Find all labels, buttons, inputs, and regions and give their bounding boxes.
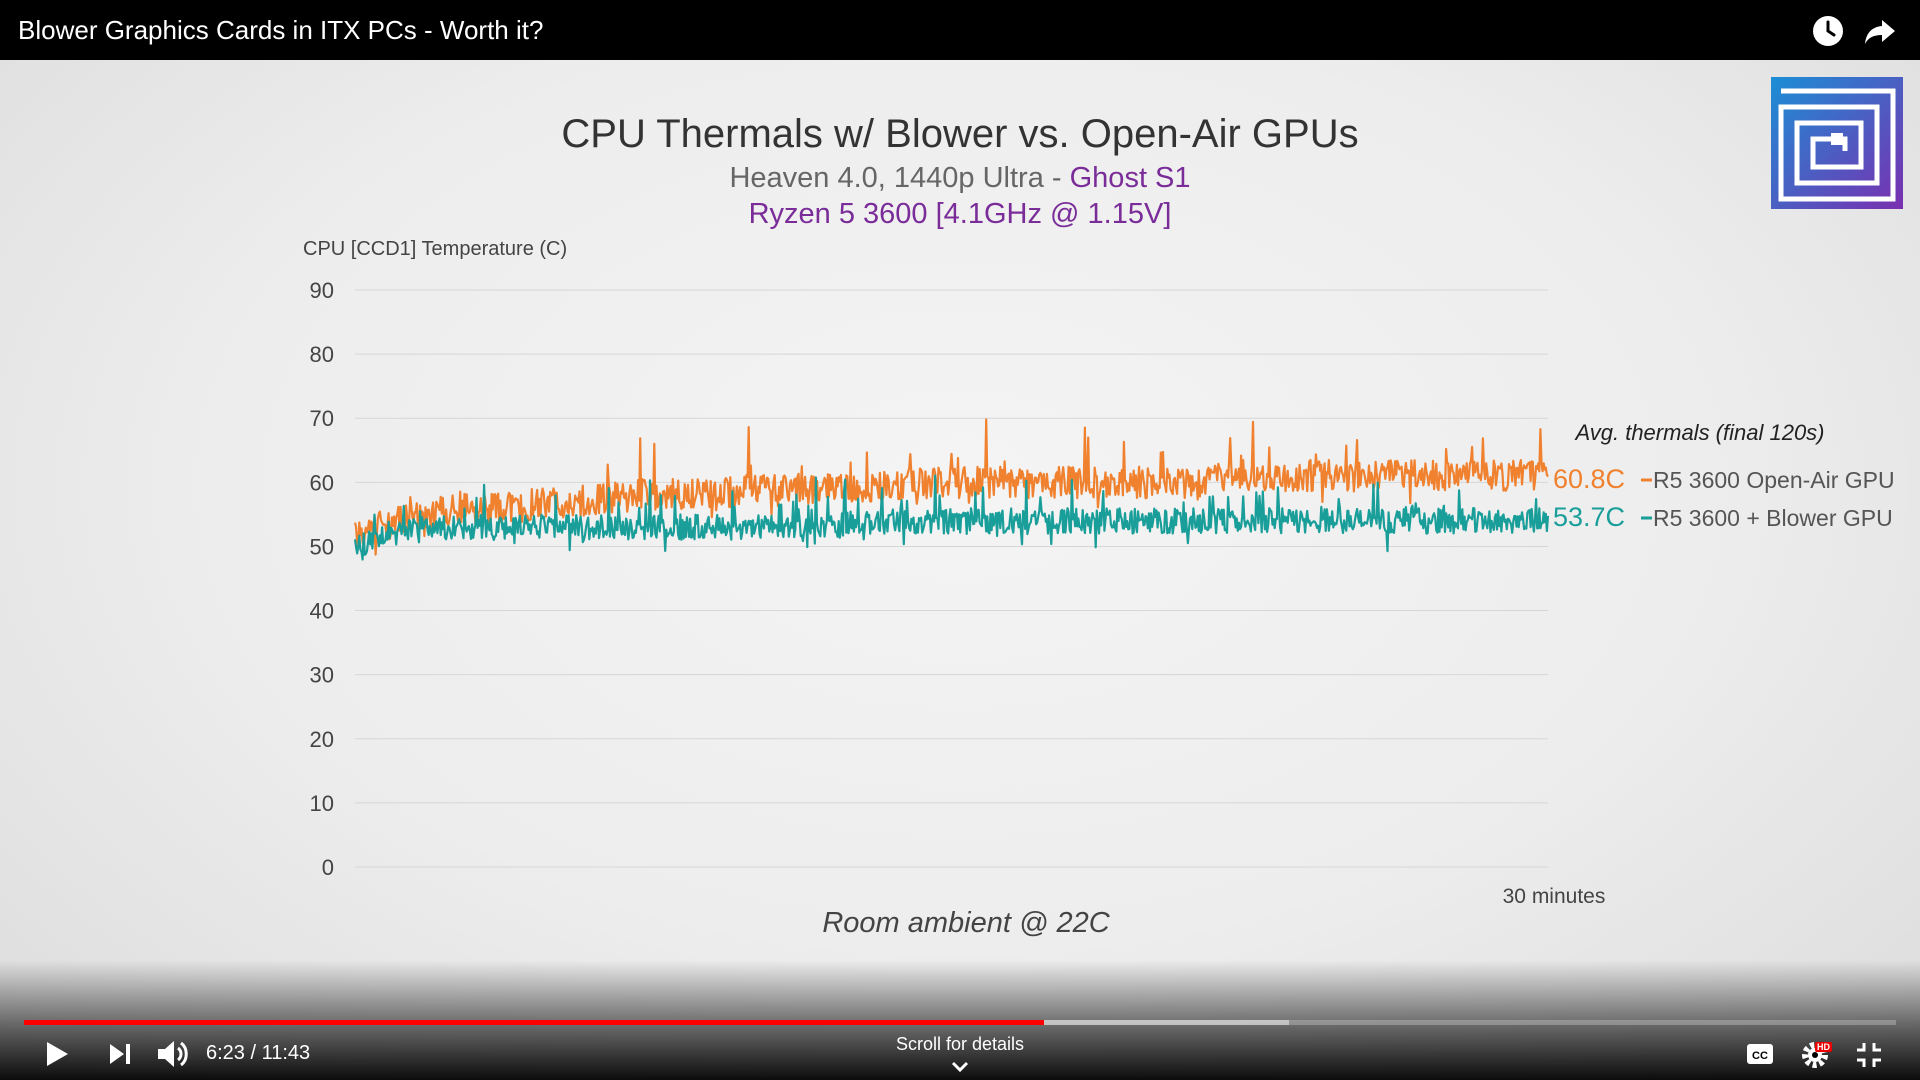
share-icon[interactable] bbox=[1863, 14, 1897, 48]
y-tick-label: 70 bbox=[310, 406, 334, 431]
chevron-down-icon[interactable] bbox=[950, 1060, 970, 1074]
y-tick-label: 90 bbox=[310, 278, 334, 303]
video-title[interactable]: Blower Graphics Cards in ITX PCs - Worth… bbox=[18, 14, 544, 45]
legend-avg-value: 60.8C bbox=[1553, 464, 1625, 494]
svg-text:CC: CC bbox=[1752, 1050, 1768, 1062]
volume-icon[interactable] bbox=[156, 1038, 190, 1070]
chart-title: CPU Thermals w/ Blower vs. Open-Air GPUs bbox=[561, 112, 1359, 156]
scroll-for-details[interactable]: Scroll for details bbox=[895, 1034, 1025, 1054]
hd-badge: HD bbox=[1815, 1042, 1832, 1052]
grid-lines bbox=[355, 289, 1548, 868]
progress-bar[interactable] bbox=[24, 1020, 1896, 1025]
legend-series-name: R5 3600 Open-Air GPU bbox=[1653, 467, 1895, 493]
legend-series-name: R5 3600 + Blower GPU bbox=[1653, 505, 1893, 531]
chart-subtitle-cpu: Ryzen 5 3600 [4.1GHz @ 1.15V] bbox=[748, 198, 1172, 230]
progress-played bbox=[24, 1020, 1045, 1025]
channel-logo bbox=[1771, 77, 1903, 209]
y-tick-label: 20 bbox=[310, 727, 334, 752]
chart-subtitle: Heaven 4.0, 1440p Ultra - Ghost S1 bbox=[0, 162, 1920, 195]
y-axis-ticks: 90 80 70 60 50 40 30 20 10 0 bbox=[310, 278, 334, 880]
y-tick-label: 10 bbox=[310, 791, 334, 816]
video-top-bar: Blower Graphics Cards in ITX PCs - Worth… bbox=[0, 0, 1920, 60]
legend-title: Avg. thermals (final 120s) bbox=[1573, 420, 1824, 445]
y-tick-label: 0 bbox=[322, 855, 334, 880]
y-tick-label: 40 bbox=[310, 599, 334, 624]
y-tick-label: 50 bbox=[310, 534, 334, 559]
legend: 60.8C R5 3600 Open-Air GPU 53.7C R5 3600 + … bbox=[1553, 464, 1895, 532]
y-tick-label: 80 bbox=[310, 342, 334, 367]
thermal-line-chart: 90 80 70 60 50 40 30 20 10 0 CPU [CCD1] Temperatu… bbox=[303, 238, 1895, 939]
chart-subtitle-text: Heaven 4.0, 1440p Ultra - bbox=[729, 162, 1070, 194]
series-line-blower bbox=[353, 474, 1550, 561]
y-tick-label: 30 bbox=[310, 663, 334, 688]
ambient-annotation: Room ambient @ 22C bbox=[822, 907, 1110, 939]
next-icon[interactable] bbox=[108, 1042, 132, 1066]
time-display: 6:23 / 11:43 bbox=[206, 1042, 311, 1064]
y-axis-label: CPU [CCD1] Temperature (C) bbox=[303, 238, 567, 260]
series-lines bbox=[353, 418, 1550, 561]
chart-subtitle-case: Ghost S1 bbox=[1069, 162, 1191, 194]
x-axis-label: 30 minutes bbox=[1503, 885, 1606, 908]
play-icon[interactable] bbox=[44, 1040, 70, 1068]
player-controls: 6:23 / 11:43 Scroll for details CC HD bbox=[0, 1030, 1920, 1080]
exit-fullscreen-icon[interactable] bbox=[1856, 1042, 1882, 1068]
series-line-open-air bbox=[353, 418, 1549, 556]
closed-captions-icon[interactable]: CC bbox=[1746, 1042, 1774, 1066]
legend-avg-value: 53.7C bbox=[1553, 502, 1625, 532]
y-tick-label: 60 bbox=[310, 470, 334, 495]
clock-icon[interactable] bbox=[1811, 14, 1845, 48]
